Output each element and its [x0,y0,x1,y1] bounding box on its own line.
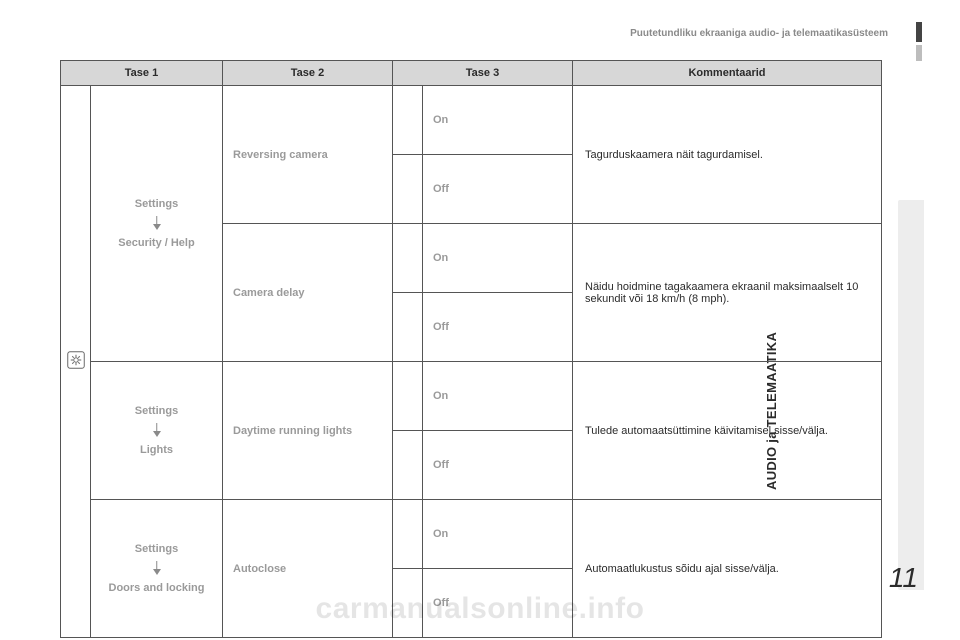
col-header-tase1: Tase 1 [61,61,223,86]
tase3-off: Off [423,293,573,362]
tase3-blank [393,155,423,224]
tase1-a-line2: Security / Help [118,236,194,250]
tase2-camera-delay: Camera delay [223,224,393,362]
comment-drl: Tulede automaatsüttimine käivitamisel si… [573,362,882,500]
tase2-autoclose: Autoclose [223,500,393,638]
tase3-blank [393,293,423,362]
tase3-blank [393,224,423,293]
tase2-drl: Daytime running lights [223,362,393,500]
chapter-number: 11 [889,562,918,594]
col-header-kommentaarid: Kommentaarid [573,61,882,86]
side-tab-bg [898,200,924,590]
settings-menu-table: Tase 1 Tase 2 Tase 3 Kommentaarid [60,60,882,638]
tase3-off: Off [423,569,573,638]
tase3-on: On [423,224,573,293]
gear-icon [67,351,85,369]
page-section-title: Puutetundliku ekraaniga audio- ja telema… [630,28,888,39]
tase3-on: On [423,362,573,431]
tase3-blank [393,569,423,638]
tase3-blank [393,431,423,500]
tase1-security: Settings Security / Help [91,86,223,362]
tase3-on: On [423,86,573,155]
col-header-tase3: Tase 3 [393,61,573,86]
tase1-c-line2: Doors and locking [109,581,205,595]
tase3-off: Off [423,155,573,224]
tase3-blank [393,86,423,155]
tase1-lights: Settings Lights [91,362,223,500]
tase1-a-line1: Settings [135,197,178,211]
tase1-c-line1: Settings [135,542,178,556]
arrow-down-icon [152,423,162,439]
row-icon-cell [61,86,91,638]
comment-autoclose: Automaatlukustus sõidu ajal sisse/välja. [573,500,882,638]
page-edge-marks [916,22,924,62]
tase3-off: Off [423,431,573,500]
tase2-reversing-camera: Reversing camera [223,86,393,224]
tase3-blank [393,362,423,431]
tase3-on: On [423,500,573,569]
tase1-b-line2: Lights [140,443,173,457]
col-header-tase2: Tase 2 [223,61,393,86]
arrow-down-icon [152,216,162,232]
tase1-doors: Settings Doors and locking [91,500,223,638]
comment-camera-delay: Näidu hoidmine tagakaamera ekraanil maks… [573,224,882,362]
comment-reversing-camera: Tagurduskaamera näit tagurdamisel. [573,86,882,224]
tase1-b-line1: Settings [135,404,178,418]
arrow-down-icon [152,561,162,577]
tase3-blank [393,500,423,569]
